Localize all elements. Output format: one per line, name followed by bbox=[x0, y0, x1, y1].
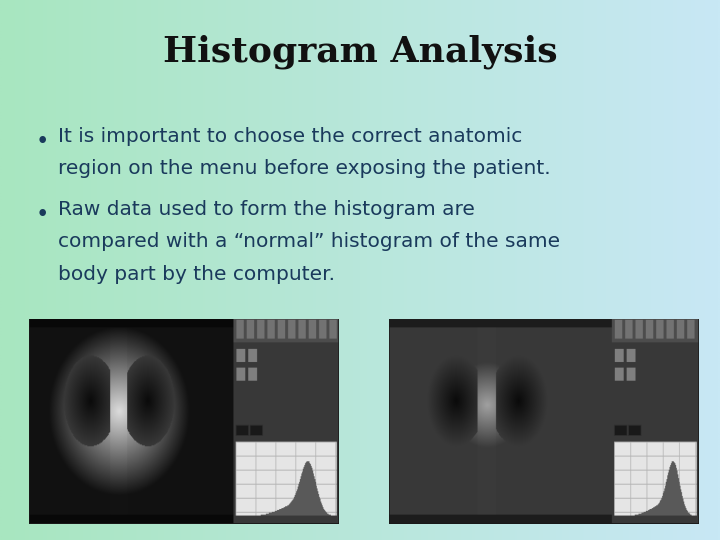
Text: Histogram Analysis: Histogram Analysis bbox=[163, 34, 557, 69]
Text: •: • bbox=[36, 130, 50, 153]
Text: compared with a “normal” histogram of the same: compared with a “normal” histogram of th… bbox=[58, 232, 559, 251]
Text: It is important to choose the correct anatomic: It is important to choose the correct an… bbox=[58, 127, 522, 146]
Text: region on the menu before exposing the patient.: region on the menu before exposing the p… bbox=[58, 159, 550, 178]
Text: Raw data used to form the histogram are: Raw data used to form the histogram are bbox=[58, 200, 474, 219]
Text: •: • bbox=[36, 202, 50, 226]
Text: body part by the computer.: body part by the computer. bbox=[58, 265, 335, 284]
